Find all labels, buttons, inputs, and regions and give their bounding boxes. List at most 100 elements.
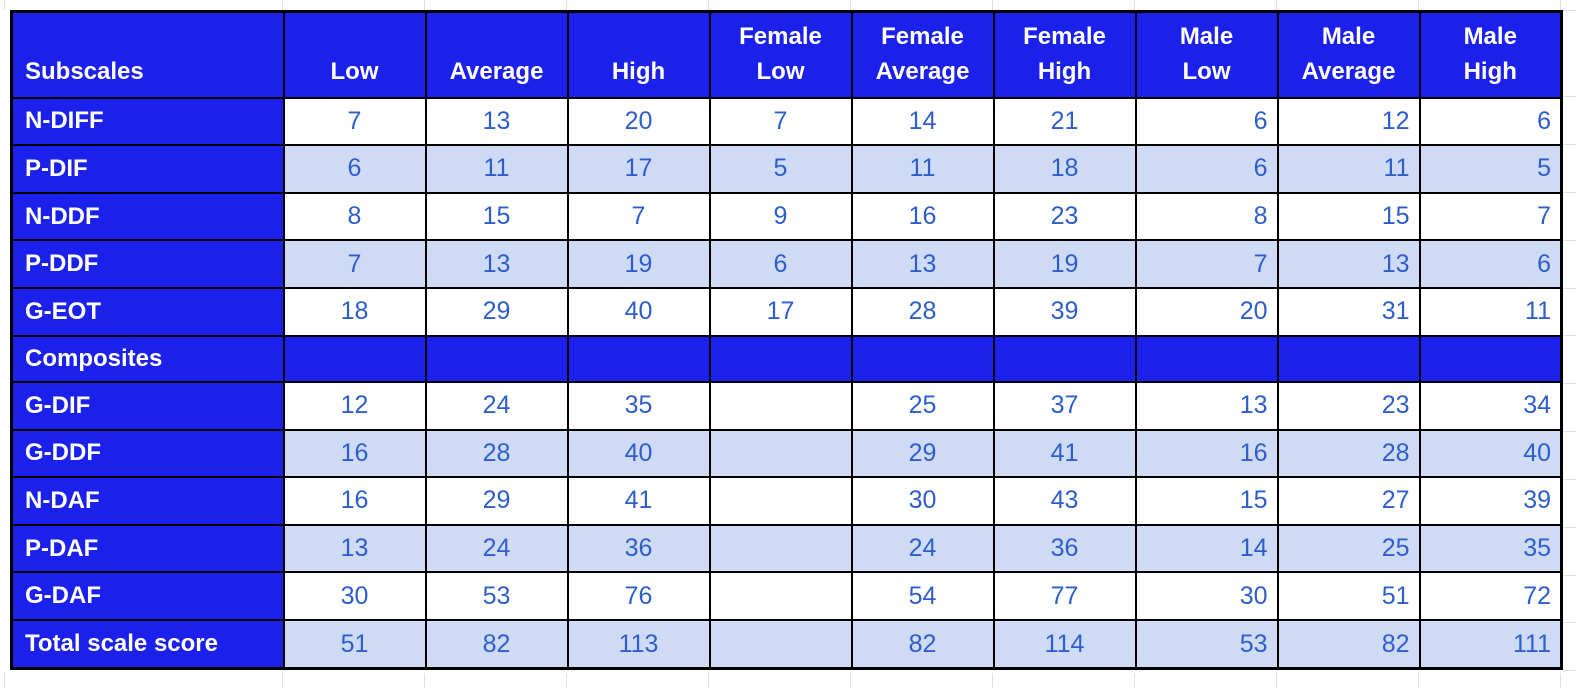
value-cell[interactable]: 41: [566, 476, 711, 526]
row-label-cell[interactable]: G-DDF: [10, 428, 285, 479]
value-cell[interactable]: 114: [992, 619, 1137, 670]
value-cell[interactable]: 29: [424, 287, 569, 337]
value-cell[interactable]: 40: [1418, 428, 1563, 479]
value-cell[interactable]: 113: [566, 619, 711, 670]
value-cell[interactable]: 16: [850, 191, 995, 242]
value-cell[interactable]: 14: [850, 96, 995, 147]
value-cell[interactable]: 15: [1134, 476, 1279, 526]
value-cell[interactable]: [1134, 334, 1279, 383]
value-cell[interactable]: 39: [992, 287, 1137, 337]
header-cell-female-average[interactable]: Female Average: [850, 10, 995, 99]
value-cell[interactable]: 28: [850, 287, 995, 337]
value-cell[interactable]: [708, 476, 853, 526]
value-cell[interactable]: 31: [1276, 287, 1421, 337]
row-label-cell[interactable]: G-DIF: [10, 380, 285, 431]
value-cell[interactable]: 51: [1276, 571, 1421, 622]
value-cell[interactable]: 25: [850, 380, 995, 431]
value-cell[interactable]: 30: [282, 571, 427, 622]
value-cell[interactable]: [708, 334, 853, 383]
value-cell[interactable]: 111: [1418, 619, 1563, 670]
value-cell[interactable]: 6: [1418, 96, 1563, 147]
value-cell[interactable]: 34: [1418, 380, 1563, 431]
value-cell[interactable]: 27: [1276, 476, 1421, 526]
value-cell[interactable]: 13: [282, 523, 427, 574]
value-cell[interactable]: 13: [1134, 380, 1279, 431]
header-cell-female-low[interactable]: Female Low: [708, 10, 853, 99]
header-cell-male-average[interactable]: Male Average: [1276, 10, 1421, 99]
value-cell[interactable]: 7: [1418, 191, 1563, 242]
value-cell[interactable]: [708, 523, 853, 574]
value-cell[interactable]: 36: [566, 523, 711, 574]
value-cell[interactable]: [708, 571, 853, 622]
value-cell[interactable]: 13: [424, 96, 569, 147]
value-cell[interactable]: 15: [424, 191, 569, 242]
value-cell[interactable]: [1418, 334, 1563, 383]
row-label-cell[interactable]: N-DDF: [10, 191, 285, 242]
value-cell[interactable]: 12: [1276, 96, 1421, 147]
value-cell[interactable]: 30: [850, 476, 995, 526]
header-cell-high[interactable]: High: [566, 10, 711, 99]
value-cell[interactable]: 19: [992, 239, 1137, 290]
value-cell[interactable]: 6: [1418, 239, 1563, 290]
value-cell[interactable]: 13: [1276, 239, 1421, 290]
header-cell-low[interactable]: Low: [282, 10, 427, 99]
value-cell[interactable]: 53: [424, 571, 569, 622]
value-cell[interactable]: 13: [424, 239, 569, 290]
value-cell[interactable]: 16: [282, 428, 427, 479]
row-label-cell[interactable]: P-DAF: [10, 523, 285, 574]
value-cell[interactable]: 21: [992, 96, 1137, 147]
value-cell[interactable]: 19: [566, 239, 711, 290]
row-label-cell[interactable]: Total scale score: [10, 619, 285, 670]
value-cell[interactable]: 40: [566, 287, 711, 337]
value-cell[interactable]: 17: [566, 144, 711, 194]
value-cell[interactable]: [282, 334, 427, 383]
row-label-cell[interactable]: N-DIFF: [10, 96, 285, 147]
value-cell[interactable]: 29: [850, 428, 995, 479]
value-cell[interactable]: 72: [1418, 571, 1563, 622]
row-label-cell[interactable]: P-DIF: [10, 144, 285, 194]
value-cell[interactable]: 76: [566, 571, 711, 622]
value-cell[interactable]: 35: [566, 380, 711, 431]
value-cell[interactable]: 6: [1134, 144, 1279, 194]
value-cell[interactable]: 11: [1418, 287, 1563, 337]
value-cell[interactable]: 5: [1418, 144, 1563, 194]
row-label-cell[interactable]: G-EOT: [10, 287, 285, 337]
value-cell[interactable]: 37: [992, 380, 1137, 431]
row-label-cell[interactable]: G-DAF: [10, 571, 285, 622]
value-cell[interactable]: 17: [708, 287, 853, 337]
value-cell[interactable]: 15: [1276, 191, 1421, 242]
header-cell-female-high[interactable]: Female High: [992, 10, 1137, 99]
value-cell[interactable]: 6: [282, 144, 427, 194]
header-cell-male-high[interactable]: Male High: [1418, 10, 1563, 99]
value-cell[interactable]: 5: [708, 144, 853, 194]
value-cell[interactable]: 35: [1418, 523, 1563, 574]
value-cell[interactable]: [850, 334, 995, 383]
value-cell[interactable]: 8: [1134, 191, 1279, 242]
row-label-cell[interactable]: P-DDF: [10, 239, 285, 290]
value-cell[interactable]: 9: [708, 191, 853, 242]
value-cell[interactable]: 7: [282, 96, 427, 147]
value-cell[interactable]: 28: [1276, 428, 1421, 479]
value-cell[interactable]: 24: [424, 523, 569, 574]
value-cell[interactable]: 82: [1276, 619, 1421, 670]
value-cell[interactable]: 54: [850, 571, 995, 622]
value-cell[interactable]: 12: [282, 380, 427, 431]
value-cell[interactable]: [566, 334, 711, 383]
value-cell[interactable]: 77: [992, 571, 1137, 622]
value-cell[interactable]: 13: [850, 239, 995, 290]
value-cell[interactable]: 20: [1134, 287, 1279, 337]
value-cell[interactable]: 11: [850, 144, 995, 194]
value-cell[interactable]: [1276, 334, 1421, 383]
row-label-cell[interactable]: Composites: [10, 334, 285, 383]
value-cell[interactable]: 18: [992, 144, 1137, 194]
value-cell[interactable]: 6: [1134, 96, 1279, 147]
value-cell[interactable]: 24: [424, 380, 569, 431]
value-cell[interactable]: 82: [424, 619, 569, 670]
header-cell-male-low[interactable]: Male Low: [1134, 10, 1279, 99]
value-cell[interactable]: 16: [282, 476, 427, 526]
value-cell[interactable]: 23: [1276, 380, 1421, 431]
value-cell[interactable]: 53: [1134, 619, 1279, 670]
value-cell[interactable]: 30: [1134, 571, 1279, 622]
value-cell[interactable]: [992, 334, 1137, 383]
value-cell[interactable]: 20: [566, 96, 711, 147]
